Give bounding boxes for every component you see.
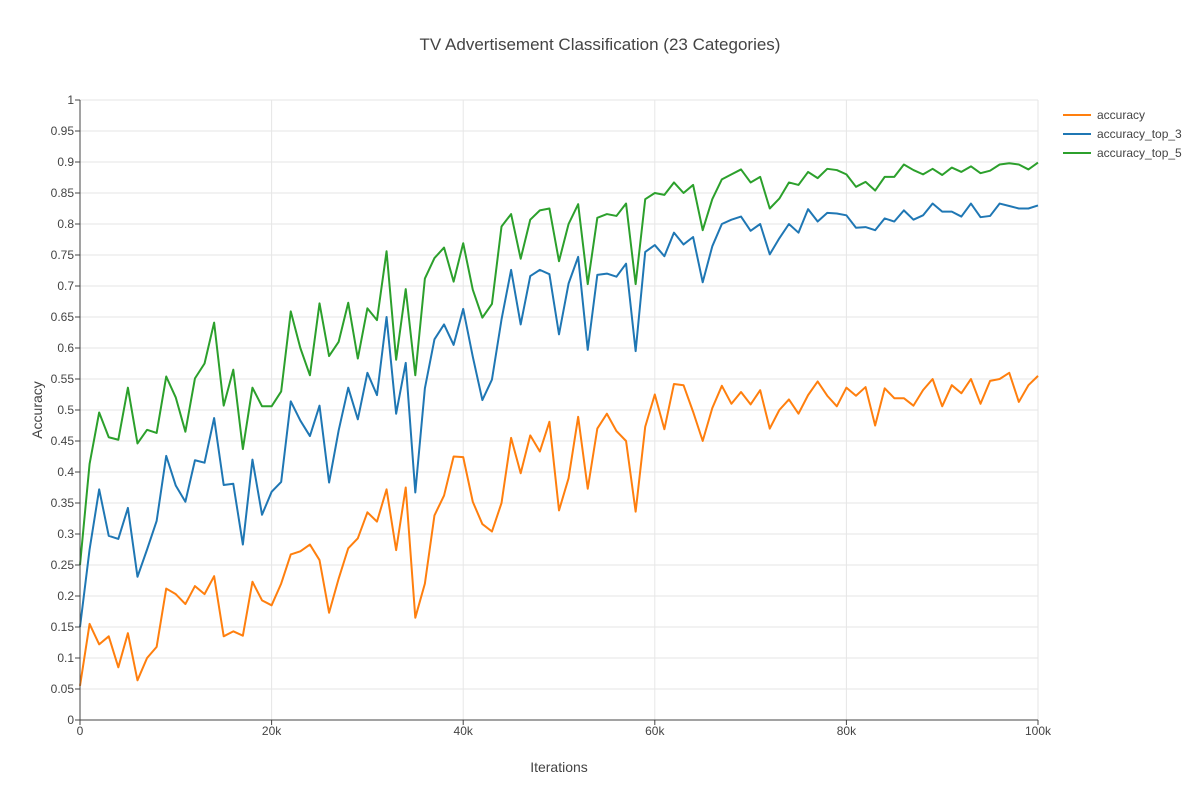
series-accuracy-top-3 [79, 202, 1039, 628]
y-tick-labels: 0 0.05 0.1 0.15 0.2 0.25 0.3 0.35 0.4 0.45 0.5 0.55… [51, 93, 80, 727]
y-tick-label: 0.6 [57, 341, 74, 355]
series-lines [79, 161, 1039, 687]
x-tick-label: 20k [262, 724, 282, 738]
series-line-accuracy-top-3 [79, 202, 1039, 628]
y-tick-label: 0.4 [57, 465, 74, 479]
series-line-accuracy-top-5 [79, 161, 1039, 566]
series-accuracy [79, 371, 1039, 687]
x-axis-title: Iterations [530, 759, 588, 775]
y-tick-label: 0.05 [51, 682, 75, 696]
series-accuracy-top-5 [79, 161, 1039, 566]
legend-item-accuracy[interactable]: accuracy [1063, 108, 1145, 122]
legend-label: accuracy_top_3 [1097, 127, 1182, 141]
y-tick-label: 0.25 [51, 558, 75, 572]
gridlines [80, 99, 1039, 720]
y-tick-label: 0.9 [57, 155, 74, 169]
legend-label: accuracy_top_5 [1097, 146, 1182, 160]
x-tick-label: 100k [1025, 724, 1052, 738]
y-tick-label: 0.35 [51, 496, 75, 510]
y-tick-label: 0.95 [51, 124, 75, 138]
legend: accuracy accuracy_top_3 accuracy_top_5 [1063, 108, 1182, 160]
x-tick-label: 40k [454, 724, 474, 738]
y-tick-label: 0.45 [51, 434, 75, 448]
x-tick-label: 0 [77, 724, 84, 738]
y-tick-label: 0.2 [57, 589, 74, 603]
y-tick-label: 0.1 [57, 651, 74, 665]
y-tick-label: 0.3 [57, 527, 74, 541]
y-tick-label: 0.65 [51, 310, 75, 324]
x-tick-label: 60k [645, 724, 665, 738]
y-tick-label: 0.5 [57, 403, 74, 417]
x-tick-labels: 0 20k 40k 60k 80k 100k [77, 720, 1052, 738]
legend-label: accuracy [1097, 108, 1145, 122]
y-tick-label: 0.55 [51, 372, 75, 386]
y-tick-label: 0.8 [57, 217, 74, 231]
chart-title: TV Advertisement Classification (23 Cate… [420, 35, 781, 54]
y-tick-label: 0 [67, 713, 74, 727]
y-axis-title: Accuracy [29, 381, 45, 439]
legend-item-accuracy-top-5[interactable]: accuracy_top_5 [1063, 146, 1182, 160]
y-tick-label: 1 [67, 93, 74, 107]
y-tick-label: 0.85 [51, 186, 75, 200]
x-tick-label: 80k [837, 724, 857, 738]
y-tick-label: 0.7 [57, 279, 74, 293]
y-tick-label: 0.75 [51, 248, 75, 262]
legend-item-accuracy-top-3[interactable]: accuracy_top_3 [1063, 127, 1182, 141]
y-tick-label: 0.15 [51, 620, 75, 634]
series-line-accuracy [79, 371, 1039, 687]
